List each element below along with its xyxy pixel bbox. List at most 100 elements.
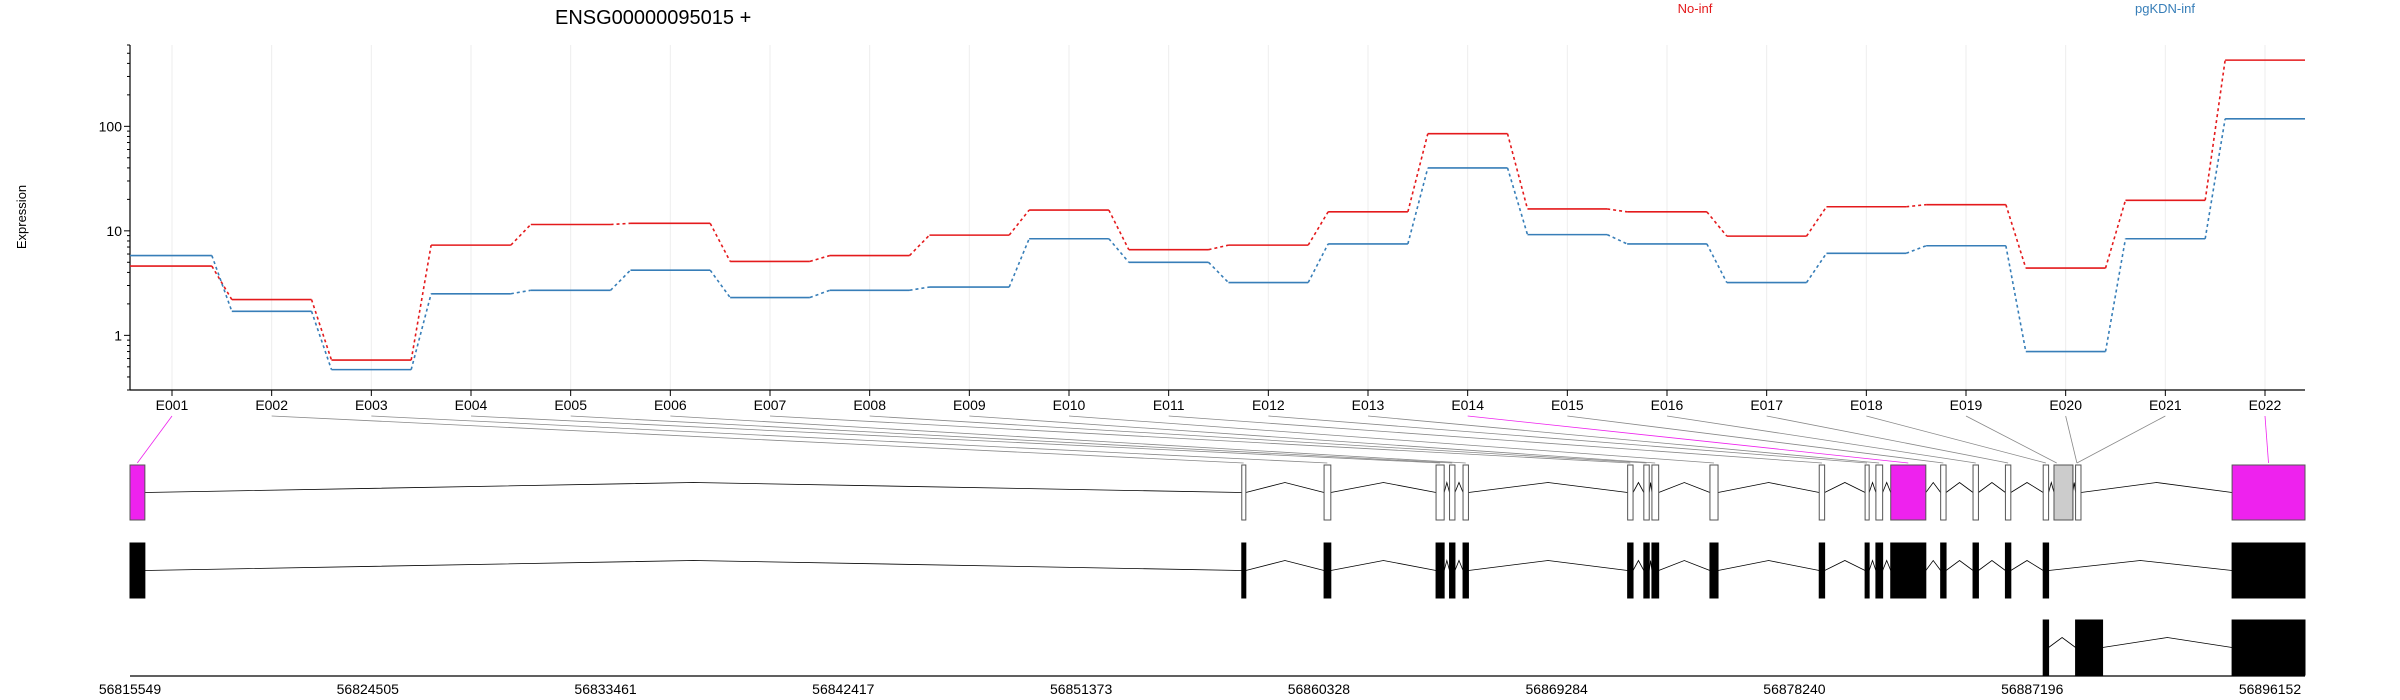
series-0-transition — [1906, 203, 1927, 208]
transcript-b-intron — [1717, 560, 1820, 571]
transcript-b-exon-18 — [2042, 542, 2050, 599]
series-1-transition — [410, 293, 432, 370]
connector-E012 — [1268, 415, 1868, 464]
transcript-b-exon-1 — [129, 542, 146, 599]
transcript-b-intron — [1882, 559, 1892, 571]
transcript-b-exon-8 — [1643, 542, 1650, 599]
legend: No-inf pgKDN-inf — [1678, 1, 2196, 16]
transcript-b-intron — [1330, 560, 1437, 571]
series-1-transition — [809, 289, 831, 299]
series-0-transition — [1706, 211, 1728, 237]
gene-model-intron — [2080, 482, 2233, 493]
connector-E003 — [371, 415, 1328, 464]
gene-model-exon-16 — [1972, 464, 1979, 521]
connector-E010 — [1068, 415, 1715, 464]
genomic-tick-label: 56878240 — [1763, 681, 1826, 697]
transcript-b-exon-2 — [1241, 542, 1247, 599]
transcript-c-intron — [2048, 637, 2076, 648]
y-tick-label: 1 — [114, 327, 122, 343]
gene-model-exon-8 — [1643, 464, 1650, 521]
gene-model-exon-20 — [2075, 464, 2082, 521]
gene-model-exon-17 — [2004, 464, 2012, 521]
expression-series — [130, 59, 2305, 371]
gene-model-intron — [1925, 481, 1941, 493]
connector-E019 — [1965, 415, 2057, 464]
gene-model-intron — [1868, 481, 1877, 493]
connector-E013 — [1367, 415, 1880, 464]
transcript-b-exon-11 — [1818, 542, 1826, 599]
series-0-transition — [610, 222, 631, 226]
genomic-tick-label: 56887196 — [2001, 681, 2064, 697]
exon-connector-lines — [136, 415, 2269, 464]
series-0-transition — [310, 299, 333, 361]
series-0-transition — [211, 265, 233, 300]
transcript-b-exon-10 — [1709, 542, 1719, 599]
connector-E017 — [1766, 415, 2009, 464]
gene-model-exon-1 — [129, 464, 146, 521]
x-tick-label-E002: E002 — [255, 397, 288, 413]
series-0-transition — [2005, 204, 2027, 269]
connector-E018 — [1866, 415, 2046, 464]
series-0-transition — [2104, 200, 2127, 269]
transcript-b-intron — [1632, 559, 1645, 571]
transcript-b-intron — [144, 560, 1242, 571]
genomic-tick-label: 56851373 — [1050, 681, 1113, 697]
gene-model-exon-14 — [1890, 464, 1927, 521]
x-tick-label-E016: E016 — [1651, 397, 1684, 413]
series-1-transition — [1506, 167, 1529, 235]
x-tick-label-E010: E010 — [1053, 397, 1086, 413]
gene-model-intron — [1632, 481, 1645, 493]
gene-model-intron — [1443, 480, 1450, 493]
series-1-transition — [709, 269, 731, 299]
genomic-tick-label: 56815549 — [99, 681, 162, 697]
genomic-tick-label: 56833461 — [574, 681, 637, 697]
genomic-tick-label: 56869284 — [1526, 681, 1589, 697]
transcript-b-exon-3 — [1323, 542, 1332, 599]
gene-model-exon-7 — [1627, 464, 1634, 521]
transcript-track-b — [129, 542, 2306, 599]
genomic-coordinate-axis: 56815549 56824505 56833461 56842417 56851373… — [99, 675, 2305, 697]
gene-model-exon-12 — [1864, 464, 1870, 521]
series-1-transition — [1307, 243, 1329, 283]
gene-model-exon-3 — [1323, 464, 1332, 521]
series-0-transition — [1108, 209, 1130, 251]
connector-E005 — [570, 415, 1453, 464]
x-tick-label-E001: E001 — [156, 397, 189, 413]
x-tick-label-E018: E018 — [1850, 397, 1883, 413]
gene-model-intron — [1658, 482, 1711, 493]
transcript-b-exon-9 — [1651, 542, 1660, 599]
connector-E001 — [136, 415, 173, 464]
gene-model-intron — [1468, 482, 1628, 493]
series-1-transition — [1805, 252, 1828, 284]
connector-E008 — [869, 415, 1647, 464]
gene-model-intron — [1882, 481, 1892, 493]
series-0-transition — [1506, 133, 1529, 210]
series-1-transition — [1407, 167, 1429, 245]
connector-E014 — [1467, 415, 1909, 464]
gene-model-exon-13 — [1875, 464, 1884, 521]
series-0-transition — [1407, 133, 1429, 213]
connector-E016 — [1666, 415, 1976, 464]
transcript-b-intron — [1245, 560, 1325, 571]
gene-model-exon-e020-e021 — [2053, 464, 2074, 521]
x-tick-label-E020: E020 — [2049, 397, 2082, 413]
transcript-b-intron — [2010, 560, 2044, 571]
series-1 — [130, 118, 2305, 371]
gene-model-exon-5 — [1449, 464, 1456, 521]
series-1-transition — [310, 311, 333, 370]
genomic-tick-label: 56860328 — [1288, 681, 1351, 697]
transcript-b-intron — [1978, 560, 2006, 571]
series-0-transition — [410, 244, 432, 361]
y-tick-label: 10 — [106, 223, 122, 239]
series-0-transition — [1607, 208, 1628, 213]
gene-model-intron — [2010, 482, 2044, 493]
series-1-transition — [2204, 118, 2226, 239]
series-1-transition — [1606, 233, 1628, 245]
gene-model-intron — [1717, 482, 1820, 493]
transcript-b-exon-15 — [1940, 542, 1947, 599]
transcript-b-intron — [2048, 560, 2233, 571]
x-tick-label-E004: E004 — [455, 397, 488, 413]
transcript-b-intron — [1868, 559, 1877, 571]
series-1-transition — [909, 286, 930, 292]
